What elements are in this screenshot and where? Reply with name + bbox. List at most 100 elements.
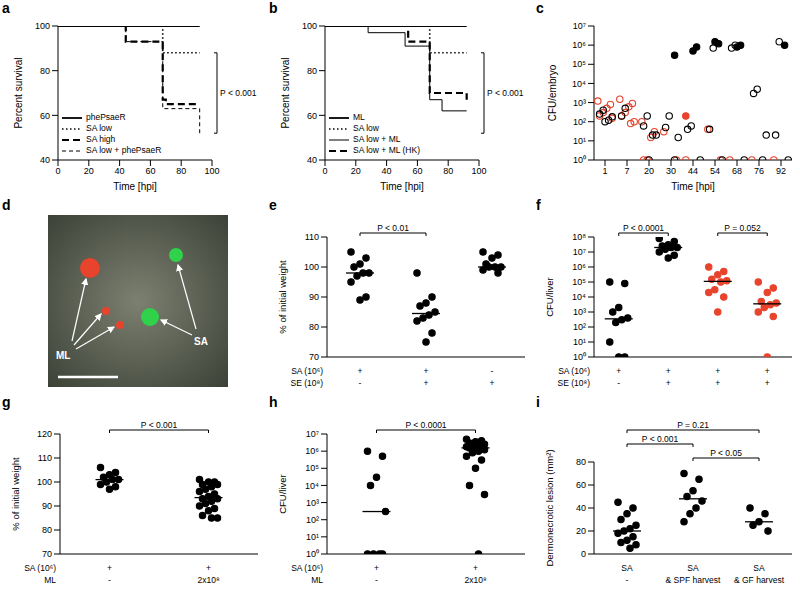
svg-text:30: 30	[666, 166, 676, 176]
svg-text:CFU/liver: CFU/liver	[544, 277, 555, 317]
svg-text:54: 54	[710, 166, 720, 176]
svg-text:+: +	[765, 366, 770, 376]
svg-text:76: 76	[754, 166, 764, 176]
svg-text:P < 0.001: P < 0.001	[487, 88, 524, 98]
svg-text:40: 40	[115, 166, 125, 176]
svg-text:+: +	[206, 563, 211, 573]
svg-text:+: +	[424, 366, 429, 376]
svg-text:7: 7	[624, 166, 629, 176]
svg-text:40: 40	[576, 503, 586, 513]
svg-text:20: 20	[576, 526, 586, 536]
svg-text:20: 20	[644, 166, 654, 176]
svg-text:68: 68	[732, 166, 742, 176]
svg-text:Time [hpi]: Time [hpi]	[113, 181, 157, 192]
svg-text:110: 110	[38, 453, 52, 463]
svg-text:10¹: 10¹	[573, 337, 586, 347]
svg-text:+: +	[490, 378, 495, 388]
svg-text:P < 0.001: P < 0.001	[220, 88, 257, 98]
svg-text:10⁶: 10⁶	[572, 40, 586, 50]
svg-text:80: 80	[576, 457, 586, 467]
svg-text:P < 0.0001: P < 0.0001	[623, 223, 664, 233]
svg-text:70: 70	[309, 352, 319, 362]
svg-text:10⁶: 10⁶	[305, 446, 319, 456]
svg-text:120: 120	[37, 429, 52, 439]
svg-text:100: 100	[204, 166, 219, 176]
svg-text:10⁴: 10⁴	[572, 292, 586, 302]
svg-text:+: +	[715, 366, 720, 376]
svg-text:SE (10⁸): SE (10⁸)	[558, 378, 591, 388]
svg-text:CFU/liver: CFU/liver	[277, 474, 288, 514]
svg-text:P < 0.05: P < 0.05	[710, 448, 742, 458]
svg-text:P < 0.0001: P < 0.0001	[405, 420, 446, 430]
svg-text:P = 0.21: P = 0.21	[677, 420, 709, 430]
svg-text:% of initial weight: % of initial weight	[277, 260, 288, 334]
svg-text:10⁵: 10⁵	[305, 463, 319, 473]
svg-text:10⁴: 10⁴	[305, 481, 319, 491]
svg-text:60: 60	[307, 111, 317, 121]
svg-text:100: 100	[37, 477, 52, 487]
svg-text:-: -	[626, 575, 629, 585]
svg-text:0: 0	[322, 166, 327, 176]
svg-text:90: 90	[309, 292, 319, 302]
svg-text:2x10⁸: 2x10⁸	[464, 575, 486, 585]
svg-text:10⁶: 10⁶	[572, 262, 586, 272]
svg-text:110: 110	[305, 232, 319, 242]
svg-text:P < 0.01: P < 0.01	[377, 223, 409, 233]
svg-text:10⁷: 10⁷	[573, 247, 586, 257]
svg-text:+: +	[666, 378, 671, 388]
svg-text:10⁵: 10⁵	[572, 277, 586, 287]
svg-text:Time [hpi]: Time [hpi]	[671, 181, 715, 192]
svg-text:SA (10⁶): SA (10⁶)	[291, 366, 323, 376]
svg-text:& SPF harvest: & SPF harvest	[666, 575, 721, 585]
svg-text:CFU/embryo: CFU/embryo	[547, 64, 558, 121]
svg-text:60: 60	[412, 166, 422, 176]
svg-text:P = 0.052: P = 0.052	[724, 223, 761, 233]
svg-text:SA (10⁶): SA (10⁶)	[24, 563, 56, 573]
svg-text:80: 80	[176, 166, 186, 176]
svg-text:10³: 10³	[306, 498, 319, 508]
svg-text:ML: ML	[56, 350, 70, 361]
svg-text:10⁷: 10⁷	[306, 429, 319, 439]
svg-text:-: -	[617, 378, 620, 388]
svg-text:40: 40	[40, 155, 50, 165]
svg-text:ML: ML	[44, 575, 56, 585]
svg-text:Percent survival: Percent survival	[280, 57, 291, 128]
svg-text:60: 60	[145, 166, 155, 176]
svg-text:SA: SA	[621, 563, 633, 573]
svg-text:+: +	[473, 563, 478, 573]
svg-text:80: 80	[443, 166, 453, 176]
svg-text:SA: SA	[753, 563, 765, 573]
svg-text:100: 100	[304, 262, 319, 272]
svg-text:80: 80	[309, 322, 319, 332]
svg-text:40: 40	[307, 155, 317, 165]
svg-text:10¹: 10¹	[306, 532, 319, 542]
svg-text:SE (10⁸): SE (10⁸)	[291, 378, 324, 388]
svg-text:ML: ML	[311, 575, 323, 585]
svg-text:100: 100	[302, 21, 317, 31]
svg-text:40: 40	[382, 166, 392, 176]
svg-text:80: 80	[42, 525, 52, 535]
svg-text:P < 0.001: P < 0.001	[642, 434, 679, 444]
svg-text:20: 20	[84, 166, 94, 176]
svg-text:10⁰: 10⁰	[573, 155, 586, 165]
svg-text:+: +	[107, 563, 112, 573]
svg-text:-: -	[491, 366, 494, 376]
svg-text:0: 0	[55, 166, 60, 176]
svg-text:2x10⁸: 2x10⁸	[197, 575, 219, 585]
svg-text:SA (10⁶): SA (10⁶)	[291, 563, 323, 573]
svg-text:P < 0.001: P < 0.001	[141, 420, 178, 430]
svg-text:60: 60	[576, 480, 586, 490]
svg-text:90: 90	[42, 501, 52, 511]
svg-text:80: 80	[307, 66, 317, 76]
svg-text:0: 0	[581, 549, 586, 559]
svg-text:+: +	[666, 366, 671, 376]
svg-text:10⁴: 10⁴	[572, 79, 586, 89]
svg-text:10⁵: 10⁵	[572, 59, 586, 69]
svg-text:& GF harvest: & GF harvest	[734, 575, 785, 585]
svg-text:10⁷: 10⁷	[573, 21, 586, 31]
svg-text:44: 44	[688, 166, 698, 176]
svg-text:-: -	[375, 575, 378, 585]
svg-text:10⁰: 10⁰	[573, 352, 586, 362]
svg-text:10⁸: 10⁸	[572, 232, 586, 242]
svg-text:100: 100	[35, 21, 50, 31]
